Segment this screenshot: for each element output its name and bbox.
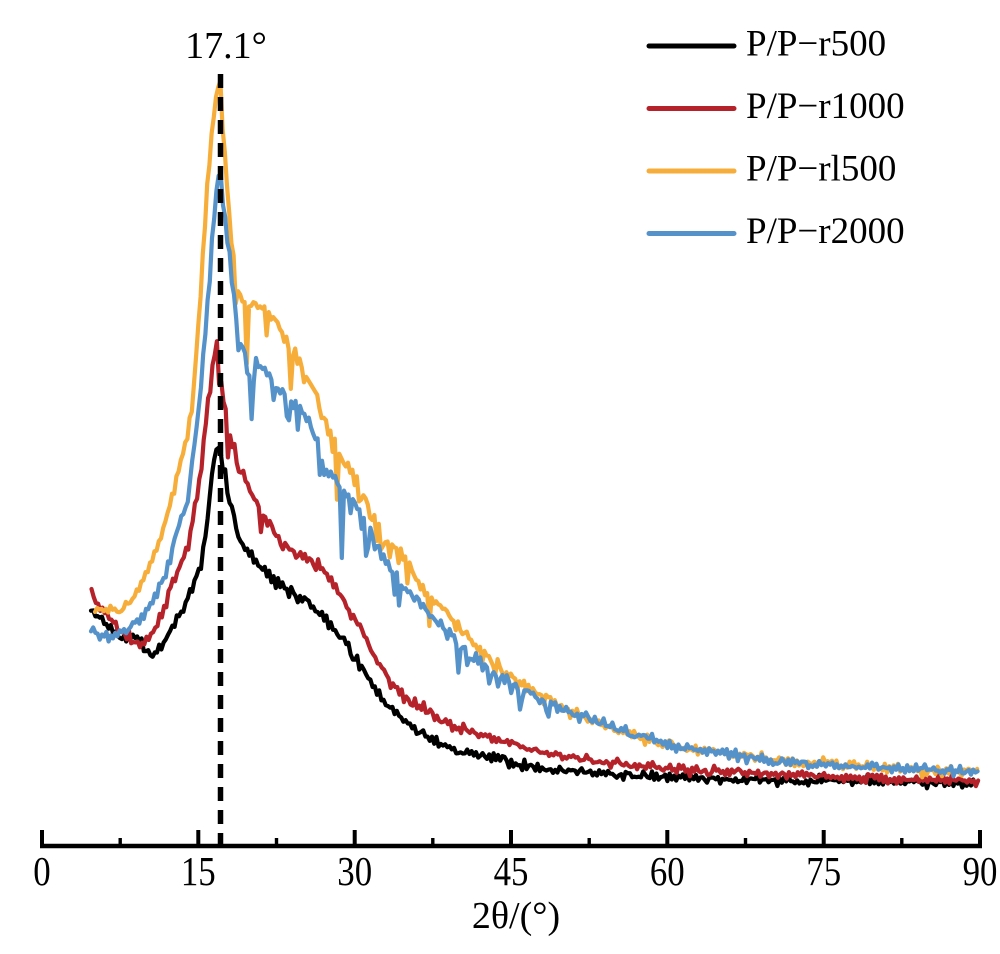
svg-text:0: 0	[33, 849, 50, 894]
svg-text:P/P−rl500: P/P−rl500	[746, 149, 896, 190]
svg-text:90: 90	[963, 849, 998, 894]
svg-text:15: 15	[181, 849, 216, 894]
svg-text:75: 75	[806, 849, 841, 894]
svg-text:P/P−r1000: P/P−r1000	[746, 86, 905, 127]
svg-text:60: 60	[650, 849, 685, 894]
svg-text:45: 45	[494, 849, 529, 894]
svg-text:P/P−r500: P/P−r500	[746, 24, 886, 65]
svg-text:P/P−r2000: P/P−r2000	[746, 211, 905, 252]
svg-text:17.1°: 17.1°	[185, 25, 267, 67]
svg-text:2θ/(°): 2θ/(°)	[472, 895, 560, 937]
svg-text:30: 30	[337, 849, 372, 894]
